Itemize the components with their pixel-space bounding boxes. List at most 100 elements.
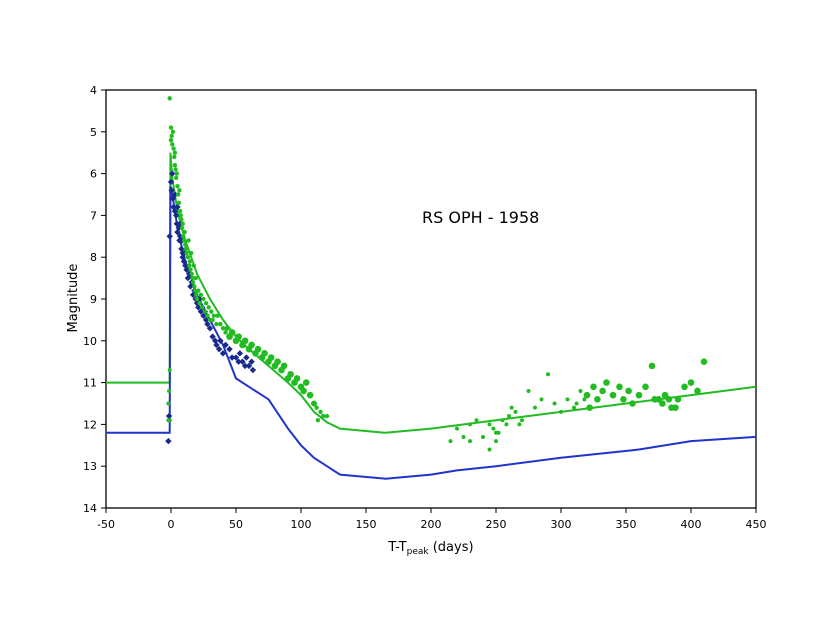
data-point-circle — [241, 337, 249, 345]
data-point-circle — [625, 387, 632, 395]
data-point-circle — [186, 238, 191, 243]
data-point-circle — [661, 391, 669, 399]
data-point-diamond — [209, 333, 216, 340]
data-point-circle — [178, 213, 183, 218]
data-point-circle — [674, 396, 682, 403]
data-point-circle — [487, 422, 492, 427]
data-point-circle — [168, 137, 174, 143]
observed-points — [165, 96, 708, 452]
data-point-circle — [211, 313, 217, 318]
data-point-circle — [254, 345, 262, 353]
data-point-circle — [599, 387, 606, 395]
data-point-circle — [533, 405, 537, 410]
data-point-diamond — [166, 233, 173, 240]
data-point-circle — [635, 391, 643, 399]
data-point-circle — [193, 275, 198, 281]
data-point-circle — [616, 383, 623, 391]
data-point-circle — [187, 263, 192, 268]
data-point-circle — [172, 154, 177, 160]
data-point-circle — [681, 383, 688, 391]
data-point-circle — [174, 175, 179, 180]
data-point-circle — [172, 150, 178, 155]
data-point-circle — [609, 391, 617, 399]
y-tick-label: 8 — [90, 251, 97, 264]
data-point-circle — [586, 404, 593, 411]
data-point-diamond — [217, 337, 224, 344]
data-point-circle — [176, 200, 181, 206]
data-point-circle — [203, 300, 209, 306]
x-tick-label: -50 — [97, 518, 115, 531]
data-point-circle — [188, 267, 193, 272]
data-point-circle — [215, 313, 220, 318]
data-point-circle — [167, 388, 172, 393]
data-point-circle — [181, 238, 187, 243]
data-point-circle — [181, 234, 186, 239]
data-point-diamond — [204, 320, 211, 328]
data-point-circle — [191, 263, 196, 268]
y-tick-label: 14 — [83, 502, 97, 515]
data-point-circle — [513, 409, 518, 414]
data-point-circle — [198, 292, 204, 298]
chart-annotation: RS OPH - 1958 — [422, 208, 539, 227]
data-point-circle — [185, 255, 191, 260]
data-point-circle — [192, 288, 198, 293]
data-point-circle — [167, 368, 172, 373]
data-point-circle — [223, 330, 228, 335]
model-curve-0 — [106, 152, 757, 434]
data-point-diamond — [174, 203, 181, 211]
data-point-circle — [507, 414, 511, 419]
data-point-circle — [177, 209, 183, 214]
x-tick-label: 150 — [356, 518, 377, 531]
data-point-circle — [461, 434, 466, 439]
data-point-circle — [224, 325, 230, 331]
data-point-diamond — [169, 170, 176, 177]
data-point-circle — [182, 229, 187, 235]
data-point-diamond — [173, 212, 180, 219]
data-point-circle — [293, 375, 301, 382]
data-point-circle — [197, 300, 202, 306]
data-point-circle — [280, 362, 288, 370]
data-point-circle — [494, 430, 498, 435]
y-tick-label: 9 — [90, 293, 97, 306]
data-point-circle — [194, 296, 200, 302]
data-point-circle — [194, 292, 199, 298]
x-tick-label: 300 — [551, 518, 572, 531]
data-point-circle — [179, 217, 184, 222]
y-tick-label: 6 — [90, 168, 97, 181]
data-point-circle — [200, 305, 205, 310]
data-point-circle — [659, 400, 666, 407]
data-point-circle — [196, 288, 201, 293]
x-tick-label: 200 — [421, 518, 442, 531]
data-point-circle — [494, 439, 498, 444]
x-tick-label: 350 — [616, 518, 637, 531]
data-point-circle — [665, 396, 673, 403]
data-point-circle — [187, 259, 193, 264]
data-point-circle — [170, 129, 176, 134]
data-point-circle — [455, 426, 459, 431]
x-tick-label: 450 — [746, 518, 767, 531]
model-curve-1 — [106, 185, 757, 480]
data-point-circle — [687, 379, 695, 386]
data-point-circle — [183, 242, 188, 247]
data-point-circle — [582, 397, 587, 402]
data-point-circle — [487, 447, 492, 452]
data-point-circle — [267, 354, 275, 361]
data-point-diamond — [245, 362, 253, 370]
data-point-circle — [183, 246, 189, 252]
data-point-circle — [583, 391, 591, 399]
x-tick-label: 250 — [486, 518, 507, 531]
data-point-circle — [228, 329, 236, 336]
data-point-circle — [559, 409, 563, 414]
data-point-circle — [180, 221, 185, 226]
data-point-circle — [201, 296, 206, 302]
data-point-diamond — [168, 187, 175, 194]
data-point-circle — [574, 401, 579, 406]
data-point-circle — [274, 358, 281, 366]
y-tick-label: 12 — [83, 418, 97, 431]
y-tick-label: 13 — [83, 460, 97, 473]
data-point-diamond — [222, 341, 229, 349]
data-point-circle — [700, 358, 708, 366]
data-point-circle — [206, 305, 211, 310]
data-point-diamond — [165, 437, 172, 445]
